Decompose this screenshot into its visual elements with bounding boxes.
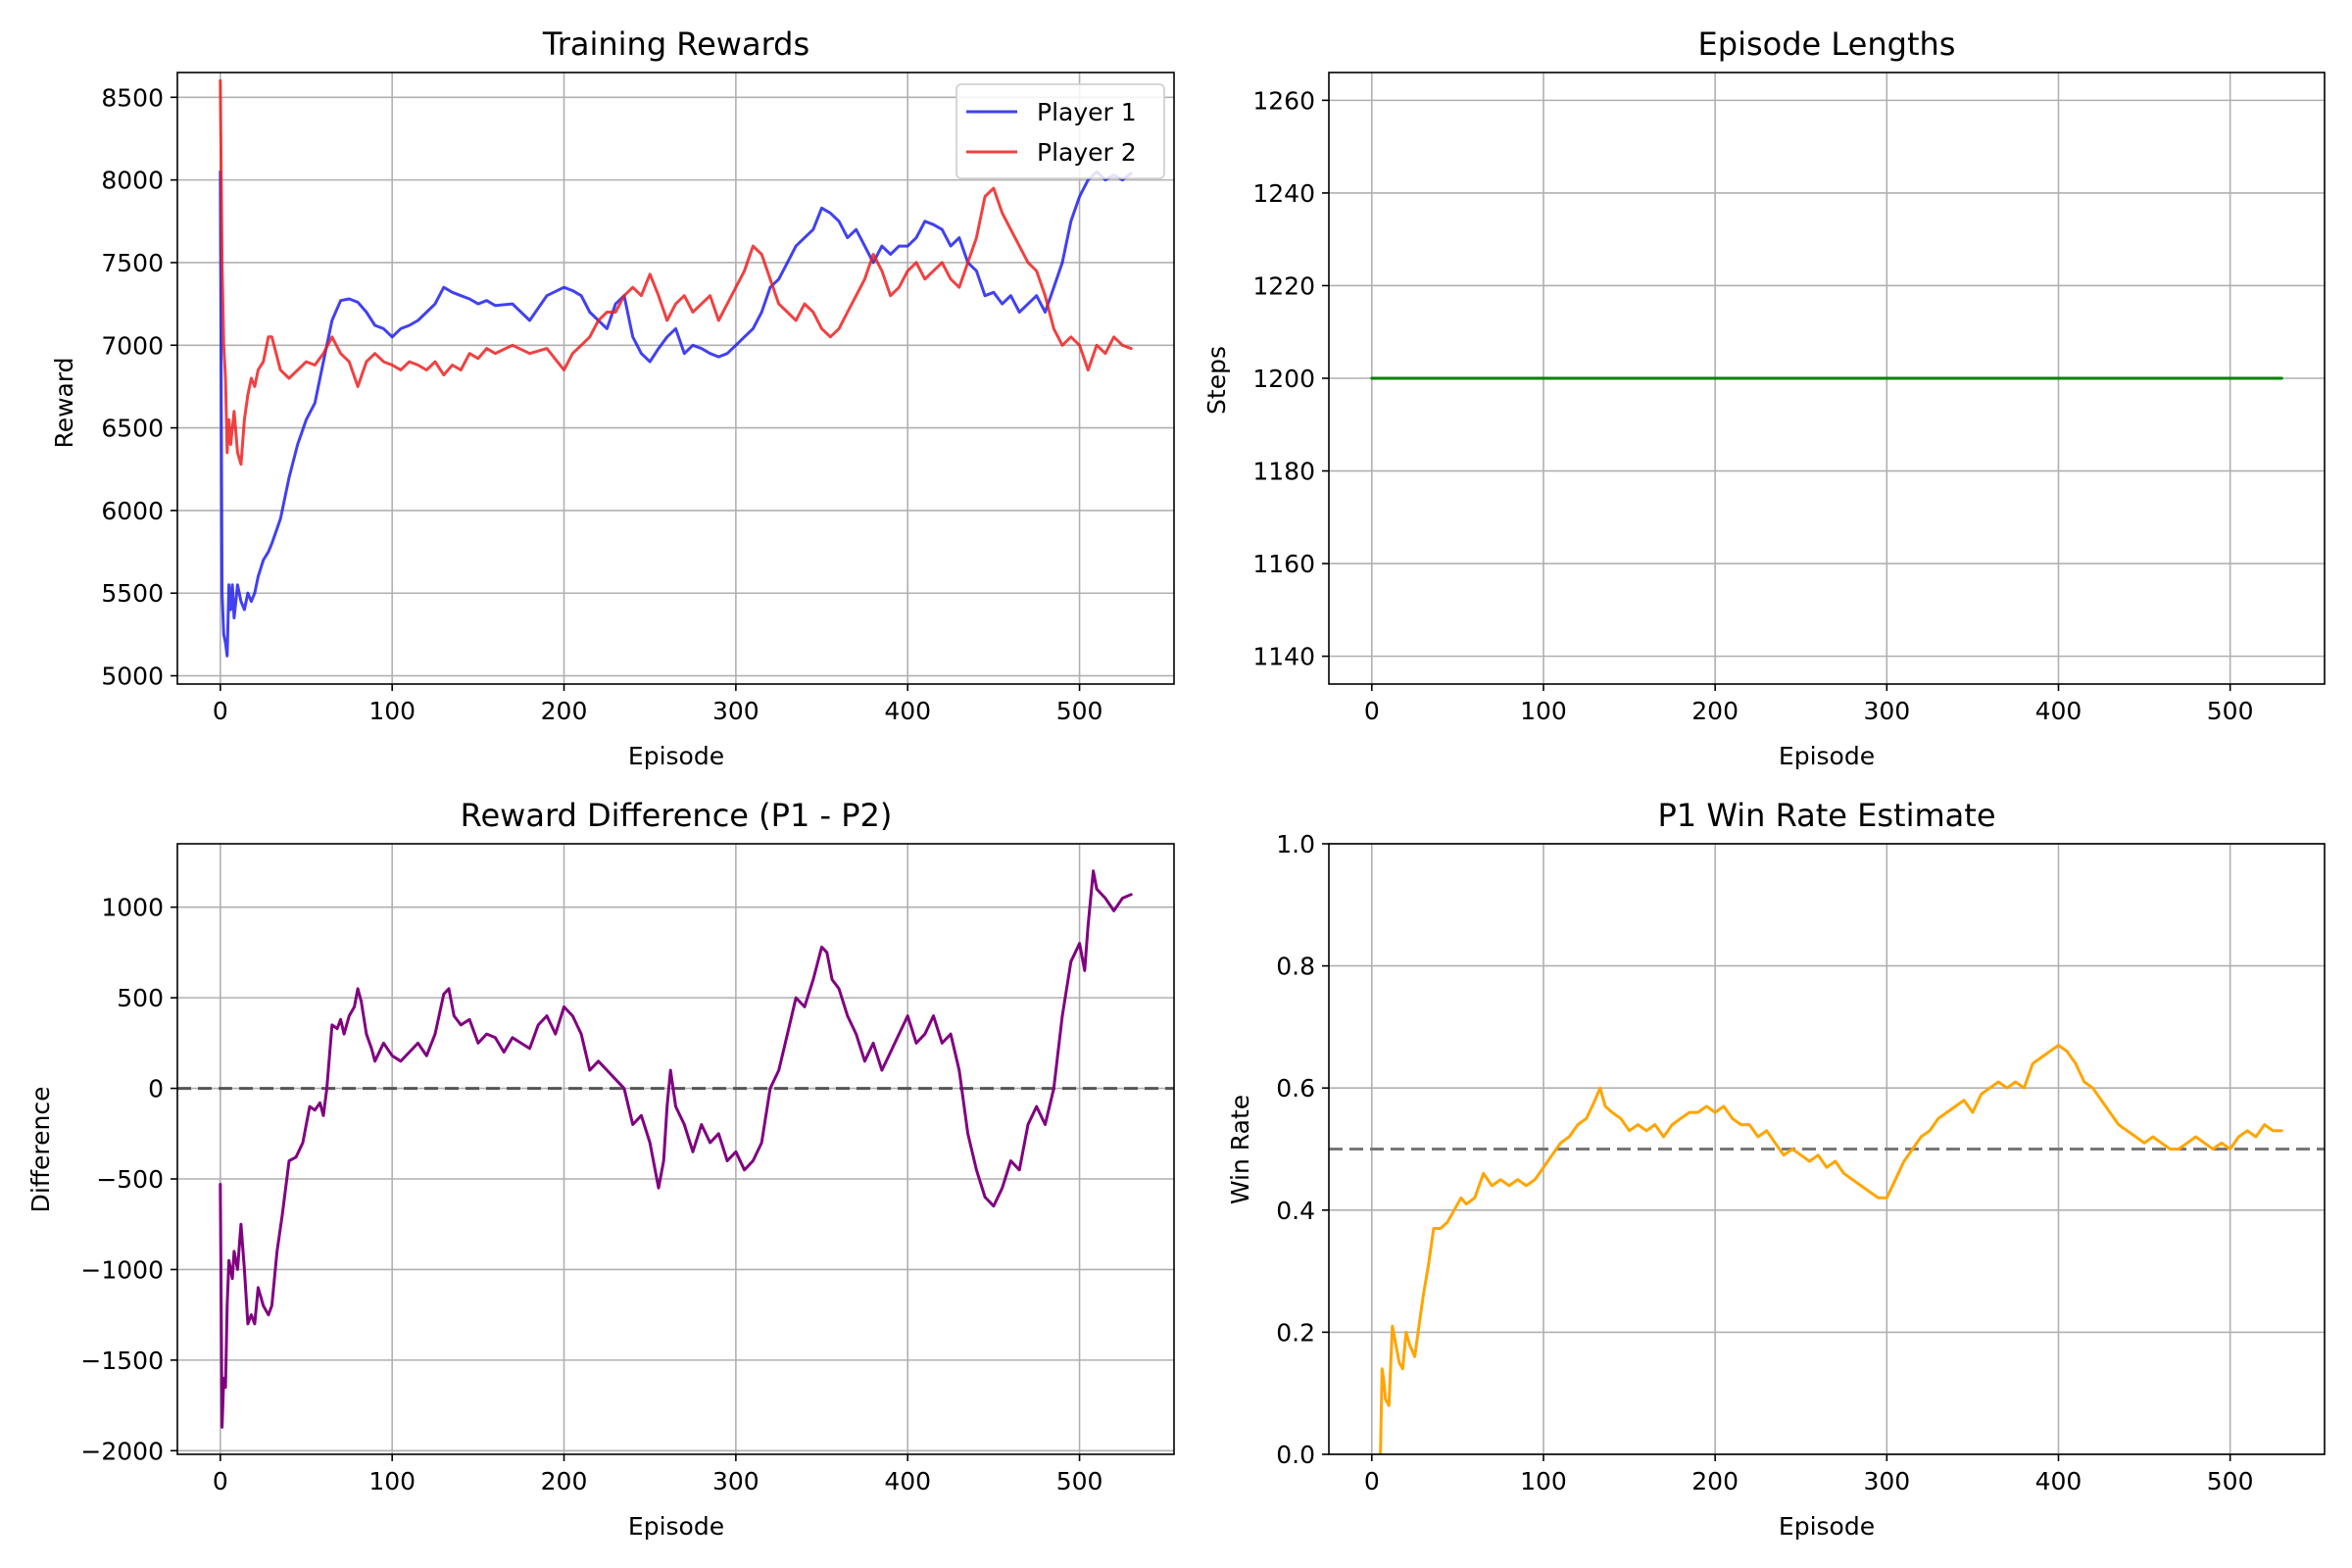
y-tick-label: 1200 [1252,365,1315,393]
y-tick-label: 1160 [1252,550,1315,578]
y-tick-label: 1000 [101,894,164,922]
y-tick-label: 6500 [101,415,164,443]
reward-difference-panel: Reward Difference (P1 - P2) Episode Diff… [26,797,1175,1541]
y-tick-label: −1000 [80,1255,164,1284]
x-tick-label: 500 [1056,697,1103,725]
x-tick-label: 0 [1364,697,1380,725]
y-axis-label: Win Rate [1226,1095,1254,1204]
y-tick-label: 8000 [101,167,164,195]
win-rate-panel: P1 Win Rate Estimate Episode Win Rate 0 1… [1226,797,2326,1541]
y-tick-label: −500 [96,1165,164,1194]
y-tick-label: 0.8 [1276,953,1315,981]
x-axis-label: Episode [1779,1512,1875,1541]
x-tick-label: 0 [213,697,228,725]
y-axis-label: Difference [26,1087,55,1213]
y-tick-label: 1220 [1252,271,1315,300]
axes-frame [1328,72,2326,685]
y-tick-label: 1180 [1252,458,1315,486]
y-tick-label: 8500 [101,83,164,112]
legend-box [956,83,1165,179]
x-tick-label: 200 [541,697,588,725]
panel-title: Reward Difference (P1 - P2) [461,797,893,834]
axes-frame [176,843,1175,1455]
x-axis-label: Episode [1779,742,1875,770]
series-line [219,869,1133,1429]
y-tick-label: −1500 [80,1347,164,1375]
x-tick-label: 100 [368,697,416,725]
x-tick-label: 500 [2207,1467,2254,1495]
y-tick-label: 0.0 [1276,1441,1315,1469]
x-tick-label: 400 [884,697,931,725]
x-tick-label: 0 [213,1467,228,1495]
x-tick-label: 200 [541,1467,588,1495]
axes: 0 100 200 300 400 500 0.0 0.2 0.4 0.6 0.8 1.0 [1276,830,2253,1495]
x-tick-label: 100 [368,1467,416,1495]
training-rewards-panel: Training Rewards Episode Reward 0 100 200 3… [50,25,1175,770]
y-tick-label: 1.0 [1276,830,1315,858]
axes: 0 100 200 300 400 500 5000 5500 6000 6500 7000 7500… [101,83,1102,725]
y-tick-label: 7500 [101,249,164,277]
x-tick-label: 300 [1863,1467,1910,1495]
y-tick-label: 1240 [1252,179,1315,208]
legend-label: Player 2 [1037,138,1137,167]
y-tick-label: 7000 [101,331,164,360]
x-axis-label: Episode [628,742,724,770]
y-tick-label: 0 [148,1075,164,1103]
x-tick-label: 400 [2035,697,2082,725]
y-tick-label: 1140 [1252,643,1315,671]
legend: Player 1 Player 2 [956,83,1165,179]
x-tick-label: 500 [1056,1467,1103,1495]
y-tick-label: 0.2 [1276,1318,1315,1347]
x-tick-label: 200 [1691,697,1739,725]
panel-title: Training Rewards [542,25,809,63]
x-tick-label: 500 [2207,697,2254,725]
episode-lengths-panel: Episode Lengths Episode Steps 0 100 200 300… [1202,25,2326,770]
x-tick-label: 400 [2035,1467,2082,1495]
y-tick-label: −2000 [80,1437,164,1465]
x-tick-label: 100 [1520,1467,1567,1495]
axes: 0 100 200 300 400 500 −2000 −1500 −1000 −500 0 500 1… [80,894,1102,1495]
y-tick-label: 6000 [101,497,164,525]
panel-title: Episode Lengths [1698,25,1956,63]
axes: 0 100 200 300 400 500 1140 1160 1180 1200 1220 1240… [1252,86,2253,725]
x-tick-label: 300 [712,1467,760,1495]
series-line-player-2 [219,78,1133,466]
x-tick-label: 300 [1863,697,1910,725]
series-line [1379,1044,2283,1454]
y-tick-label: 5000 [101,662,164,691]
y-tick-label: 1260 [1252,86,1315,115]
axes-frame [176,72,1175,685]
y-tick-label: 0.4 [1276,1197,1315,1225]
x-tick-label: 0 [1364,1467,1380,1495]
y-tick-label: 5500 [101,579,164,608]
x-axis-label: Episode [628,1512,724,1541]
x-tick-label: 300 [712,697,760,725]
x-tick-label: 400 [884,1467,931,1495]
y-axis-label: Steps [1202,346,1231,415]
x-tick-label: 200 [1691,1467,1739,1495]
y-axis-label: Reward [50,357,78,448]
legend-label: Player 1 [1037,98,1137,126]
y-tick-label: 0.6 [1276,1074,1315,1102]
panel-title: P1 Win Rate Estimate [1658,797,1996,834]
y-tick-label: 500 [117,984,164,1012]
x-tick-label: 100 [1520,697,1567,725]
axes-frame [1328,843,2326,1455]
